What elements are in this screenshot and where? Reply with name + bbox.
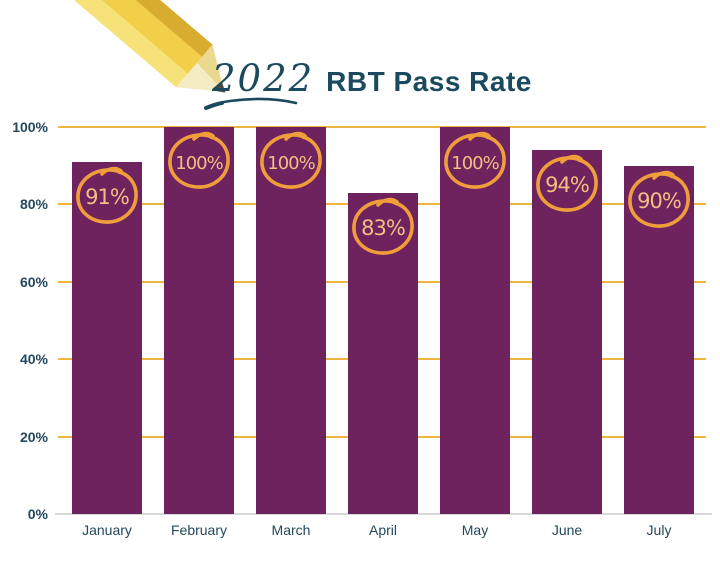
x-axis-label-march: March xyxy=(271,522,311,538)
bar-value-label: 100% xyxy=(451,153,499,174)
circled-value-badge: 83% xyxy=(352,197,414,255)
x-axis-line xyxy=(55,513,712,515)
bar-july: 90% xyxy=(624,165,694,514)
bar-value-label: 83% xyxy=(361,216,405,240)
y-tick-label-40: 40% xyxy=(19,351,48,368)
circled-value-badge: 100% xyxy=(260,131,322,189)
x-axis-label-april: April xyxy=(368,522,397,538)
y-tick-label-100: 100% xyxy=(12,119,48,135)
bar-april: 83% xyxy=(348,192,418,514)
circled-value-badge: 100% xyxy=(444,131,506,189)
bar-value-label: 91% xyxy=(85,185,129,209)
circled-value-badge: 100% xyxy=(168,131,230,189)
bar-may: 100% xyxy=(440,127,510,514)
y-tick-label-60: 60% xyxy=(19,273,48,290)
bar-february: 100% xyxy=(164,127,234,514)
x-axis-label-january: January xyxy=(82,522,132,538)
circled-value-badge: 94% xyxy=(536,155,598,213)
x-axis-labels: January February March April May June July xyxy=(72,522,694,539)
bar-march: 100% xyxy=(256,127,326,514)
chart-header: 2022 RBT Pass Rate xyxy=(212,60,532,97)
circled-value-badge: 90% xyxy=(628,170,690,228)
circled-value-badge: 91% xyxy=(76,166,138,224)
x-axis-label-july: July xyxy=(646,522,672,538)
bar-value-label: 100% xyxy=(175,153,223,174)
y-axis: 100% 80% 60% 40% 20% 0% xyxy=(0,120,52,521)
y-tick-label-0: 0% xyxy=(27,506,48,522)
title-underline xyxy=(204,97,298,110)
y-tick-label-80: 80% xyxy=(19,196,48,213)
pencil-icon xyxy=(52,0,226,93)
page-title: RBT Pass Rate xyxy=(326,66,532,97)
bar-value-label: 100% xyxy=(267,153,315,174)
title-year: 2022 xyxy=(212,57,315,100)
bar-january: 91% xyxy=(72,161,142,514)
bar-june: 94% xyxy=(532,150,602,514)
gridline-100 xyxy=(58,126,706,128)
bar-value-label: 94% xyxy=(545,173,589,197)
x-axis-label-may: May xyxy=(461,522,489,538)
bars: 91% 100% 100% 83% 100% 94% 90% xyxy=(72,127,694,514)
bar-value-label: 90% xyxy=(637,189,681,213)
plot-area: 91% 100% 100% 83% 100% 94% 90% xyxy=(55,126,712,515)
x-axis-label-june: June xyxy=(551,522,583,538)
y-tick-label-20: 20% xyxy=(19,428,48,445)
x-axis-label-february: February xyxy=(170,522,228,538)
